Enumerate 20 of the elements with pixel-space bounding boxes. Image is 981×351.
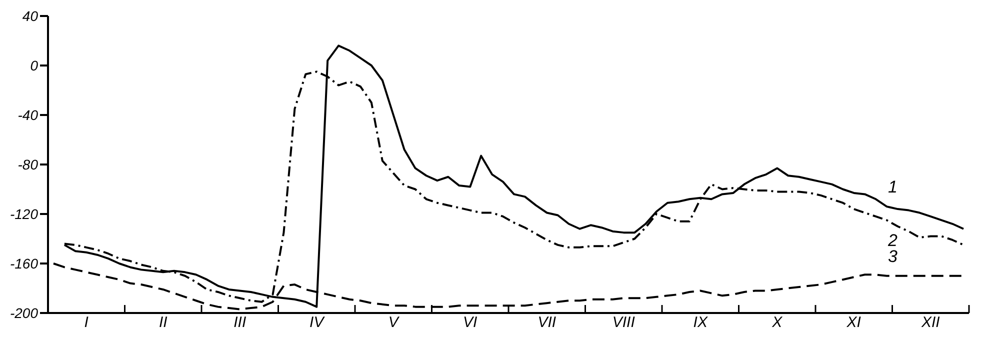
x-tick-label: VI xyxy=(463,314,478,331)
x-tick-label: VIII xyxy=(612,314,635,331)
y-tick-label: 0 xyxy=(30,57,38,74)
x-tick-label: IV xyxy=(310,314,326,331)
y-tick-label: -120 xyxy=(10,206,38,222)
x-tick-label: II xyxy=(158,314,168,331)
series-label: 1 xyxy=(888,178,898,197)
x-tick-label: X xyxy=(771,314,784,331)
y-tick-label: -200 xyxy=(10,304,38,321)
x-tick-label: IX xyxy=(693,314,708,331)
y-tick-label: 40 xyxy=(22,8,38,24)
y-tick-label: -40 xyxy=(18,106,38,123)
x-tick-label: XI xyxy=(846,314,861,331)
x-tick-label: XII xyxy=(920,314,940,331)
y-tick-label: -160 xyxy=(10,255,38,272)
x-tick-label: I xyxy=(84,314,88,331)
y-tick-label: -80 xyxy=(18,156,38,172)
x-tick-label: VII xyxy=(538,314,556,331)
x-tick-label: V xyxy=(388,314,400,331)
x-tick-label: III xyxy=(234,314,246,331)
